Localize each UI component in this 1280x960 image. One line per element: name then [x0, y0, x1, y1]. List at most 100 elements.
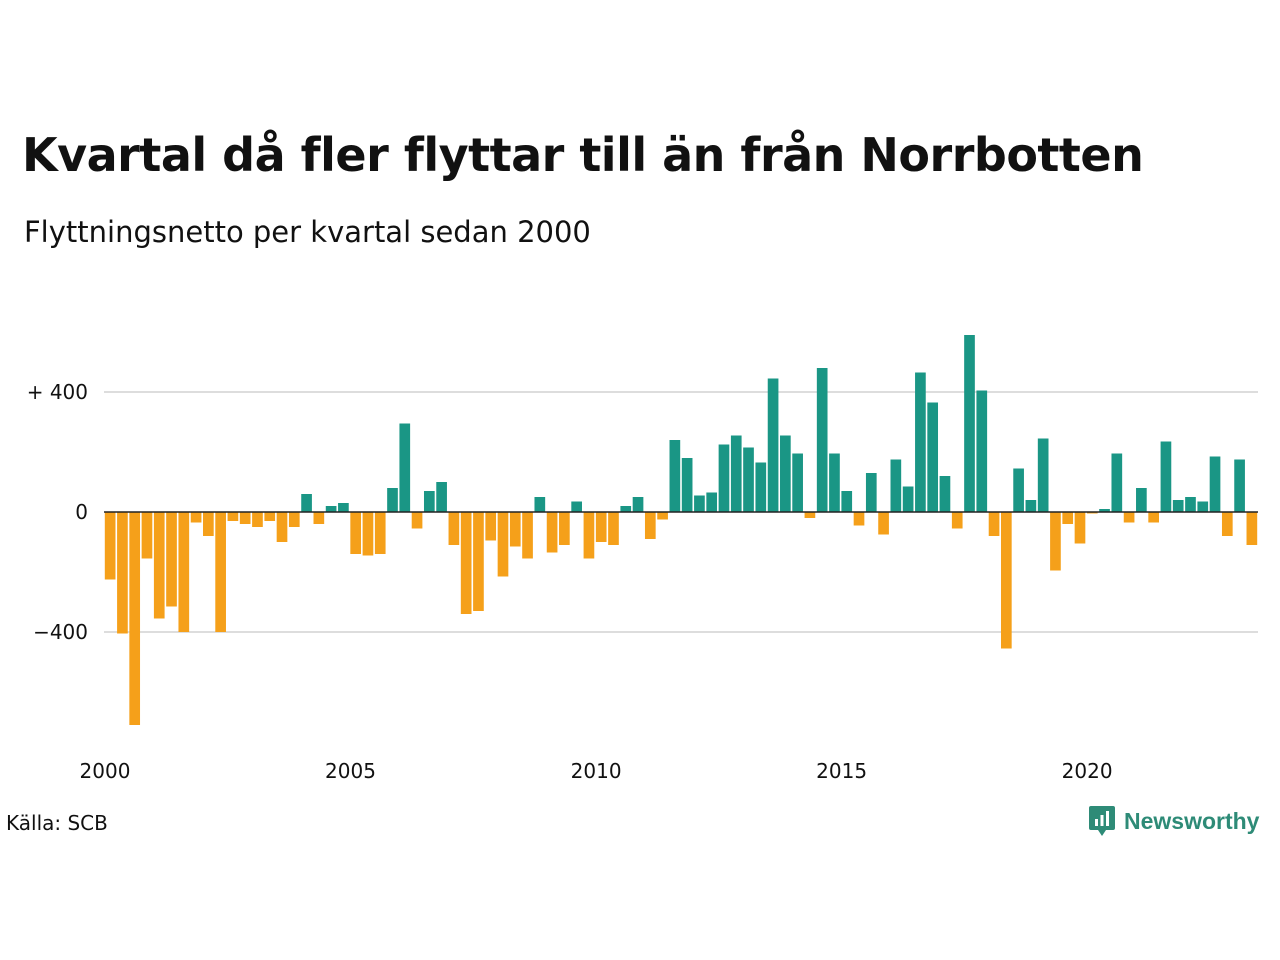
- bar: [399, 423, 411, 512]
- newsworthy-logo-icon: [1089, 806, 1115, 836]
- bar: [509, 512, 521, 547]
- bar: [902, 486, 914, 512]
- bar: [239, 512, 251, 524]
- bar: [313, 512, 325, 524]
- bar: [460, 512, 472, 614]
- bar: [1037, 438, 1049, 512]
- x-tick-label: 2015: [816, 759, 867, 783]
- bar: [657, 512, 668, 520]
- bar: [718, 444, 730, 512]
- x-tick-label: 2010: [571, 759, 622, 783]
- bar: [841, 491, 853, 512]
- bar: [767, 378, 779, 512]
- bar: [755, 462, 767, 512]
- bar: [632, 497, 644, 512]
- bar: [816, 368, 828, 512]
- bar: [436, 482, 447, 512]
- bar: [423, 491, 435, 512]
- bar: [571, 501, 582, 512]
- bar: [374, 512, 386, 554]
- bar: [325, 506, 337, 512]
- bar: [129, 512, 141, 725]
- bar: [1185, 497, 1196, 512]
- x-tick-label: 2005: [325, 759, 376, 783]
- bar: [117, 512, 128, 634]
- bar: [1074, 512, 1086, 544]
- bar: [276, 512, 288, 542]
- bar: [1221, 512, 1233, 536]
- bar: [215, 512, 226, 632]
- bar: [1246, 512, 1258, 545]
- bar: [301, 494, 312, 512]
- bar: [203, 512, 214, 536]
- bar: [1209, 456, 1221, 512]
- bar: [485, 512, 497, 541]
- bar: [362, 512, 374, 556]
- bar: [1234, 459, 1245, 512]
- y-tick-label: −400: [33, 620, 88, 644]
- bar: [264, 512, 276, 521]
- bar: [681, 458, 693, 512]
- bar: [865, 473, 877, 512]
- brand-name: Newsworthy: [1124, 807, 1260, 834]
- bar: [559, 512, 570, 545]
- bar: [1136, 488, 1147, 512]
- bar: [1160, 441, 1172, 512]
- bar: [1013, 468, 1024, 512]
- bar: [338, 503, 349, 512]
- bar: [350, 512, 362, 554]
- bar: [976, 390, 988, 512]
- bar: [534, 497, 546, 512]
- bar: [951, 512, 963, 529]
- bar: [1111, 453, 1123, 512]
- brand-logo: Newsworthy: [1088, 804, 1259, 838]
- bar: [915, 372, 926, 512]
- bar: [141, 512, 153, 559]
- bar: [252, 512, 263, 527]
- x-tick-label: 2000: [80, 759, 131, 783]
- bar: [1000, 512, 1012, 649]
- bar: [104, 512, 116, 580]
- bar: [1062, 512, 1074, 524]
- bar: [792, 453, 803, 512]
- y-tick-label: + 400: [27, 380, 88, 404]
- bar: [878, 512, 889, 535]
- bar: [1148, 512, 1159, 523]
- bar: [743, 447, 754, 512]
- bar: [166, 512, 177, 607]
- bar: [595, 512, 607, 542]
- bar: [227, 512, 239, 521]
- bar: [730, 435, 742, 512]
- bar: [853, 512, 865, 526]
- bar: [178, 512, 190, 632]
- bar: [1172, 500, 1184, 512]
- bar: [190, 512, 202, 523]
- bar: [522, 512, 533, 559]
- bar: [411, 512, 423, 529]
- bar: [608, 512, 619, 545]
- bar: [927, 402, 939, 512]
- bar: [473, 512, 484, 611]
- bar: [583, 512, 595, 559]
- bar: [1050, 512, 1061, 571]
- bar: [829, 453, 840, 512]
- bar: [694, 495, 705, 512]
- chart-title: Kvartal då fler flyttar till än från Nor…: [22, 128, 1144, 182]
- bar: [1099, 509, 1110, 512]
- bar: [939, 476, 951, 512]
- bar: [964, 335, 975, 512]
- bar: [448, 512, 460, 545]
- source-note: Källa: SCB: [6, 811, 108, 835]
- bar: [387, 488, 398, 512]
- bar: [804, 512, 816, 518]
- bar: [988, 512, 1000, 536]
- chart-subtitle: Flyttningsnetto per kvartal sedan 2000: [24, 215, 591, 249]
- bar: [288, 512, 300, 527]
- bar: [780, 435, 791, 512]
- bar: [890, 459, 902, 512]
- bar: [1025, 500, 1037, 512]
- bar: [644, 512, 656, 539]
- bar: [497, 512, 509, 577]
